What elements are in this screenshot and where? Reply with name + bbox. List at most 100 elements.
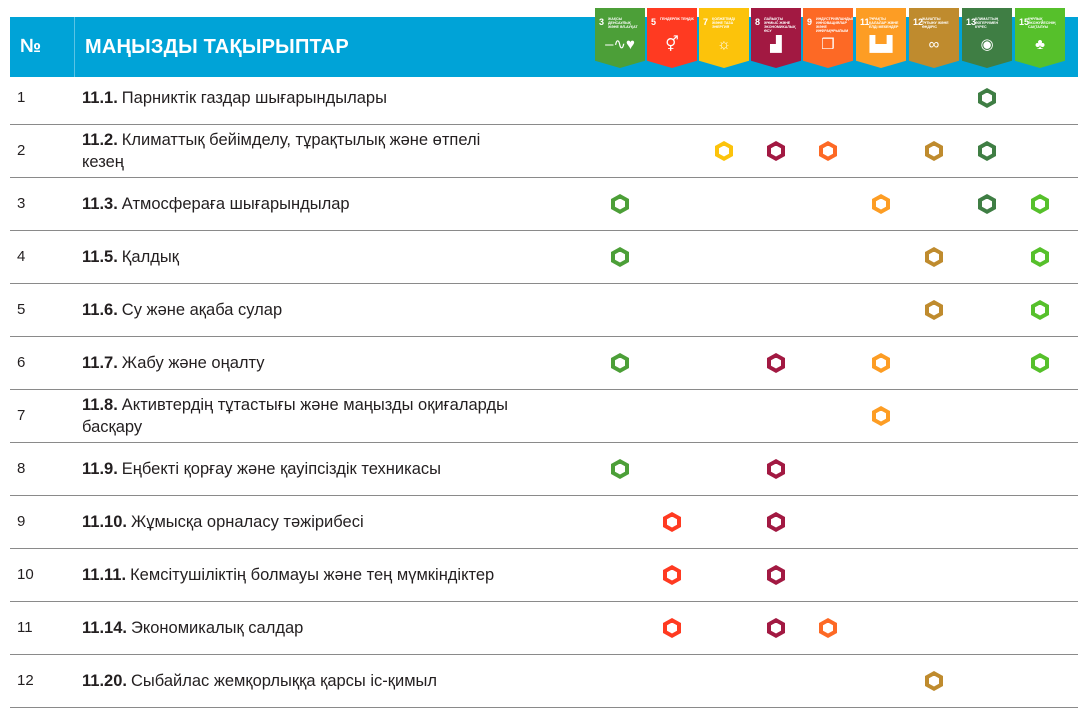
table-row: 8 11.9. Еңбекті қорғау және қауіпсіздік те… — [10, 443, 1078, 496]
row-topic-code: 11.2. — [82, 131, 118, 149]
heartbeat-icon: –∿♥ — [605, 36, 635, 53]
row-topic-title: Климаттық бейімделу, тұрақтылық және өтп… — [82, 131, 481, 171]
sdg-3-tile: 3 Жақсы денсаулық және әл-ауқат –∿♥ — [595, 8, 645, 68]
infinity-icon: ∞ — [928, 36, 940, 53]
row-number: 9 — [17, 513, 26, 530]
sdg-3-number: 3 — [599, 17, 605, 27]
row-topic-text: 11.10. Жұмысқа орналасу тәжірибесі — [82, 511, 364, 533]
row-number: 1 — [17, 89, 26, 106]
row-topic-title: Жабу және оңалту — [121, 354, 265, 372]
table-row: 9 11.10. Жұмысқа орналасу тәжірибесі — [10, 496, 1078, 549]
row-topic: 11.9. Еңбекті қорғау және қауіпсіздік тех… — [82, 443, 512, 495]
row-topic-title: Активтердің тұтастығы және маңызды оқиға… — [82, 396, 508, 436]
row-number: 11 — [17, 619, 33, 636]
row-topic-title: Кемсітушіліктің болмауы және тең мүмкінд… — [130, 566, 495, 584]
table-row: 4 11.5. Қалдық — [10, 231, 1078, 284]
row-number: 3 — [17, 195, 26, 212]
sdg-7-number: 7 — [703, 17, 709, 27]
sdg-13-marker-icon — [978, 141, 996, 161]
table-row: 5 11.6. Су және ақаба сулар — [10, 284, 1078, 337]
row-number: 12 — [17, 672, 34, 689]
row-topic-title: Су және ақаба сулар — [121, 301, 283, 319]
table-row: 1 11.1. Парниктік газдар шығарындылары — [10, 72, 1078, 125]
row-topic: 11.7. Жабу және оңалту — [82, 337, 512, 389]
sdg-8-marker-icon — [767, 141, 785, 161]
sdg-13-marker-icon — [978, 88, 996, 108]
row-topic-text: 11.14. Экономикалық салдар — [82, 617, 303, 639]
sdg-8-marker-icon — [767, 512, 785, 532]
row-topic-title: Сыбайлас жемқорлыққа қарсы іс-қимыл — [130, 672, 438, 690]
row-topic: 11.1. Парниктік газдар шығарындылары — [82, 72, 512, 124]
sdg-5-tile: 5 Гендерлік теңдік ⚥ — [647, 8, 697, 68]
row-topic: 11.5. Қалдық — [82, 231, 512, 283]
sdg-7-label: Қолжетімді және таза энергия — [712, 17, 735, 29]
sdg-7-tile: 7 Қолжетімді және таза энергия ☼ — [699, 8, 749, 68]
sdg-3-marker-icon — [611, 353, 629, 373]
row-topic-code: 11.11. — [82, 566, 127, 584]
sdg-5-label: Гендерлік теңдік — [660, 17, 694, 21]
row-topic-text: 11.8. Активтердің тұтастығы және маңызды … — [82, 394, 512, 438]
sdg-12-label: Жауапты тұтыну және өндіріс — [922, 17, 949, 29]
sdg-8-marker-icon — [767, 459, 785, 479]
cubes-icon: ❒ — [821, 36, 835, 53]
gender-icon: ⚥ — [665, 36, 679, 53]
row-topic-title: Жұмысқа орналасу тәжірибесі — [130, 513, 364, 531]
sdg-3-marker-icon — [611, 459, 629, 479]
table-row: 2 11.2. Климаттық бейімделу, тұрақтылық жә… — [10, 125, 1078, 178]
sdg-9-tile: 9Индустрияландыру, инновациялар және инф… — [803, 8, 853, 68]
sdg-15-number: 15 — [1019, 17, 1030, 27]
row-topic-text: 11.3. Атмосфераға шығарындылар — [82, 193, 350, 215]
row-topic-text: 11.6. Су және ақаба сулар — [82, 299, 282, 321]
table-header: № МАҢЫЗДЫ ТАҚЫРЫПТАР 3 Жақсы денсаулық жә… — [10, 8, 1078, 77]
row-topic: 11.3. Атмосфераға шығарындылар — [82, 178, 512, 230]
row-topic-text: 11.1. Парниктік газдар шығарындылары — [82, 87, 387, 109]
header-title: МАҢЫЗДЫ ТАҚЫРЫПТАР — [85, 36, 349, 58]
sdg-13-label: Климаттың өзгеруімен күрес — [975, 17, 999, 29]
row-number: 10 — [17, 566, 34, 583]
sdg-15-label: Құрлық экожүйесінің сақталуы — [1028, 17, 1056, 29]
sdg-11-label: Тұрақты қалалар және елді мекендер — [869, 17, 899, 29]
sdg-5-marker-icon — [663, 565, 681, 585]
sdg-8-number: 8 — [755, 17, 761, 27]
sdg-13-number: 13 — [966, 17, 977, 27]
row-topic-title: Еңбекті қорғау және қауіпсіздік техникас… — [121, 460, 441, 478]
sdg-8-marker-icon — [767, 565, 785, 585]
row-number: 8 — [17, 460, 26, 477]
row-topic-code: 11.1. — [82, 89, 118, 107]
row-number: 2 — [17, 142, 26, 159]
sdg-11-marker-icon — [872, 353, 890, 373]
row-topic-code: 11.7. — [82, 354, 118, 372]
sdg-15-tile: 15 Құрлық экожүйесінің сақталуы ♣ — [1015, 8, 1065, 68]
row-number: 4 — [17, 248, 26, 265]
sdg-9-number: 9 — [807, 17, 813, 27]
row-topic-code: 11.10. — [82, 513, 127, 531]
row-topic-text: 11.7. Жабу және оңалту — [82, 352, 265, 374]
sdg-15-marker-icon — [1031, 353, 1049, 373]
header-divider — [74, 17, 75, 77]
sdg-12-marker-icon — [925, 671, 943, 691]
sdg-7-marker-icon — [715, 141, 733, 161]
sdg-5-number: 5 — [651, 17, 657, 27]
row-topic-text: 11.20. Сыбайлас жемқорлыққа қарсы іс-қимы… — [82, 670, 437, 692]
sdg-12-marker-icon — [925, 300, 943, 320]
table-row: 6 11.7. Жабу және оңалту — [10, 337, 1078, 390]
sdg-11-number: 11 — [860, 17, 870, 27]
row-topic-title: Қалдық — [121, 248, 179, 266]
city-icon: ▙▟ — [869, 36, 893, 53]
eye-icon: ◉ — [980, 36, 994, 53]
row-topic-text: 11.9. Еңбекті қорғау және қауіпсіздік тех… — [82, 458, 441, 480]
sdg-15-marker-icon — [1031, 300, 1049, 320]
header-number-label: № — [20, 36, 42, 57]
sdg-8-marker-icon — [767, 353, 785, 373]
table-row: 12 11.20. Сыбайлас жемқорлыққа қарсы іс-қи… — [10, 655, 1078, 708]
row-number: 7 — [17, 407, 26, 424]
sdg-8-label: Лайықты жұмыс және экономикалық өсу — [764, 17, 796, 33]
table-row: 10 11.11. Кемсітушіліктің болмауы және тең… — [10, 549, 1078, 602]
row-topic: 11.11. Кемсітушіліктің болмауы және тең м… — [82, 549, 512, 601]
row-topic-code: 11.9. — [82, 460, 118, 478]
row-topic: 11.6. Су және ақаба сулар — [82, 284, 512, 336]
sdg-5-marker-icon — [663, 618, 681, 638]
sun-icon: ☼ — [717, 36, 731, 53]
sdg-9-marker-icon — [819, 618, 837, 638]
sdg-3-marker-icon — [611, 247, 629, 267]
